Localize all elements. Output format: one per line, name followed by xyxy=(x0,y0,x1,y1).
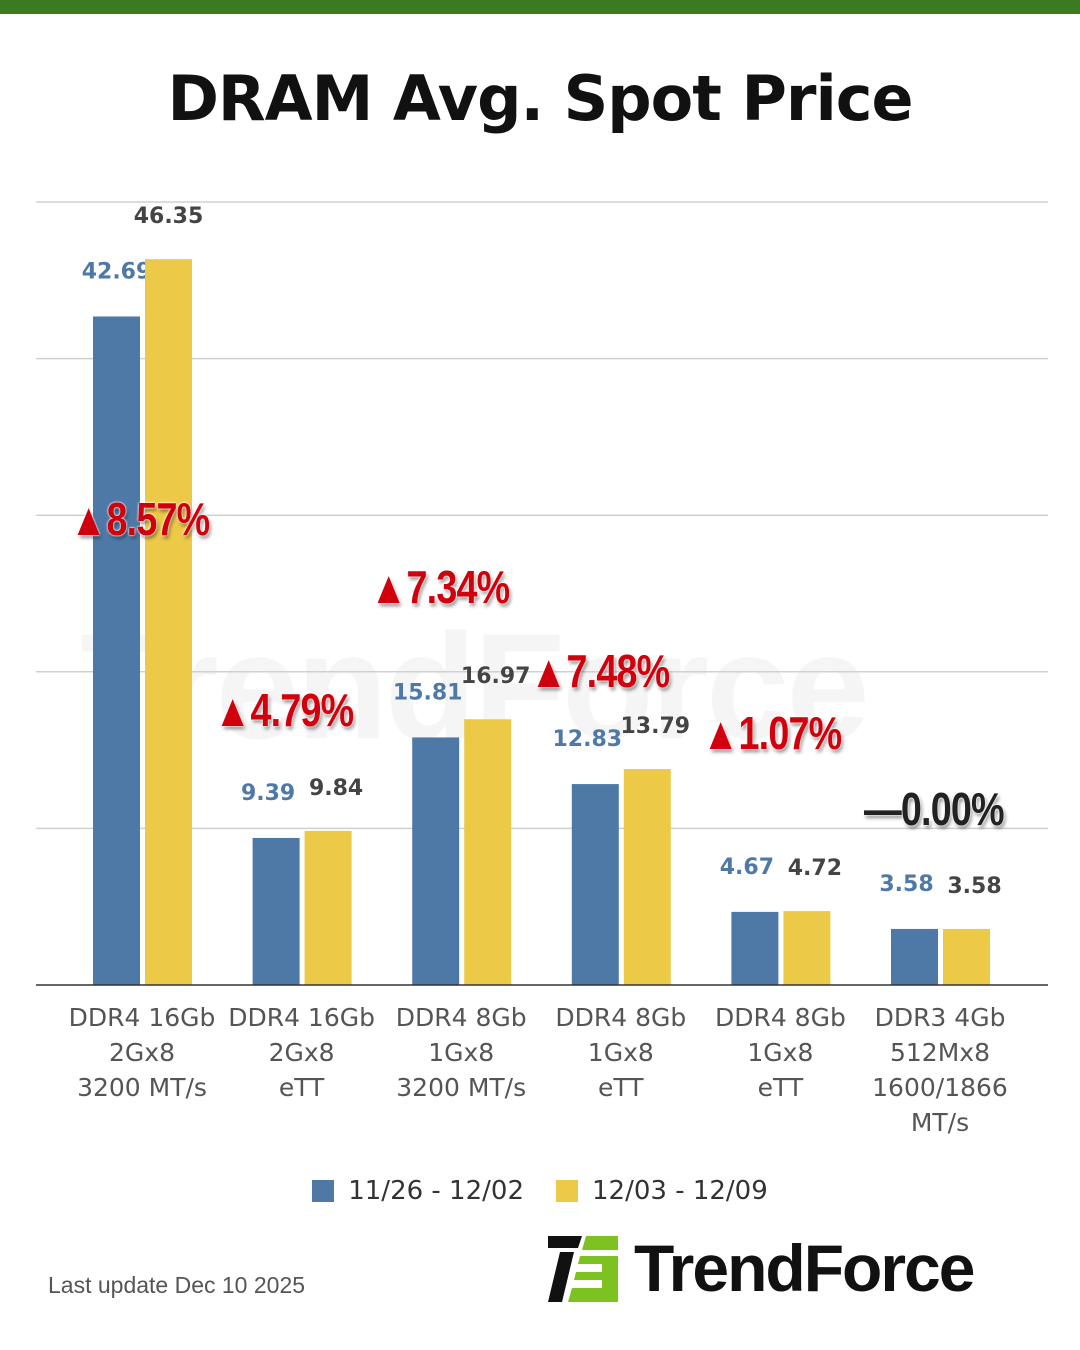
legend-label: 12/03 - 12/09 xyxy=(592,1176,768,1206)
logo-mark-icon xyxy=(548,1236,618,1302)
bar-0-1 xyxy=(252,837,300,985)
legend-item-1: 12/03 - 12/09 xyxy=(556,1176,768,1206)
x-tick-label: DDR4 8Gb xyxy=(715,1003,846,1032)
x-tick-label: MT/s xyxy=(911,1108,969,1137)
bar-0-2 xyxy=(412,737,460,985)
bar-0-5 xyxy=(891,928,938,985)
change-label-3: ▲7.48% xyxy=(530,645,670,697)
logo-text: TrendForce xyxy=(634,1231,975,1305)
data-label-0-4: 4.67 xyxy=(720,855,774,880)
bar-1-5 xyxy=(943,928,990,985)
bar-0-3 xyxy=(571,784,619,985)
bar-0-4 xyxy=(731,911,779,985)
x-tick-label: DDR4 16Gb xyxy=(69,1003,216,1032)
bar-chart: 42.69 46.35 DDR4 16Gb 2Gx8 3200 MT/s 9.39 9.84… xyxy=(36,201,1048,1137)
x-tick-label: 2Gx8 xyxy=(269,1038,335,1067)
x-tick-label: 2Gx8 xyxy=(109,1038,175,1067)
data-label-0-2: 15.81 xyxy=(393,680,463,705)
x-tick-label: eTT xyxy=(598,1073,644,1102)
change-label-4: ▲1.07% xyxy=(702,707,842,759)
x-tick-label: 1Gx8 xyxy=(428,1038,494,1067)
bar-1-4 xyxy=(783,911,831,985)
x-tick-label: 1Gx8 xyxy=(747,1038,813,1067)
legend-swatch xyxy=(556,1180,578,1202)
trendforce-logo: TrendForce xyxy=(546,1230,975,1306)
bar-1-3 xyxy=(623,769,671,985)
data-label-1-3: 13.79 xyxy=(621,714,691,739)
change-label-5: —0.00% xyxy=(864,783,1005,835)
data-label-0-0: 42.69 xyxy=(82,259,152,284)
x-tick-label: eTT xyxy=(758,1073,804,1102)
data-label-0-3: 12.83 xyxy=(553,727,623,752)
change-label-1: ▲4.79% xyxy=(214,684,354,736)
legend-item-0: 11/26 - 12/02 xyxy=(312,1176,524,1206)
x-tick-label: 3200 MT/s xyxy=(77,1073,207,1102)
x-tick-label: 512Mx8 xyxy=(890,1038,990,1067)
bar-0-0 xyxy=(93,316,140,985)
data-label-0-5: 3.58 xyxy=(879,872,933,897)
bar-1-1 xyxy=(304,830,352,985)
x-tick-label: DDR4 8Gb xyxy=(396,1003,527,1032)
x-tick-label: 1Gx8 xyxy=(588,1038,654,1067)
change-label-0: ▲8.57% xyxy=(70,493,210,545)
data-label-1-2: 16.97 xyxy=(461,664,531,689)
x-tick-label: DDR3 4Gb xyxy=(875,1003,1006,1032)
top-accent-bar xyxy=(0,0,1080,14)
legend-swatch xyxy=(312,1180,335,1202)
x-tick-label: DDR4 16Gb xyxy=(228,1003,375,1032)
x-tick-label: 1600/1866 xyxy=(872,1073,1008,1102)
change-label-2: ▲7.34% xyxy=(370,561,510,613)
bar-1-2 xyxy=(464,719,512,985)
data-label-1-0: 46.35 xyxy=(134,204,204,229)
chart-title: DRAM Avg. Spot Price xyxy=(167,62,913,135)
data-label-0-1: 9.39 xyxy=(241,781,295,806)
x-tick-label: DDR4 8Gb xyxy=(555,1003,686,1032)
x-tick-label: 3200 MT/s xyxy=(396,1073,526,1102)
legend: 11/26 - 12/02 12/03 - 12/09 xyxy=(0,1176,1080,1206)
data-label-1-5: 3.58 xyxy=(947,874,1001,899)
last-update: Last update Dec 10 2025 xyxy=(48,1272,306,1298)
bar-1-0 xyxy=(145,259,192,985)
data-label-1-4: 4.72 xyxy=(788,856,842,881)
legend-label: 11/26 - 12/02 xyxy=(348,1176,524,1206)
data-label-1-1: 9.84 xyxy=(309,776,363,801)
x-tick-label: eTT xyxy=(279,1073,325,1102)
